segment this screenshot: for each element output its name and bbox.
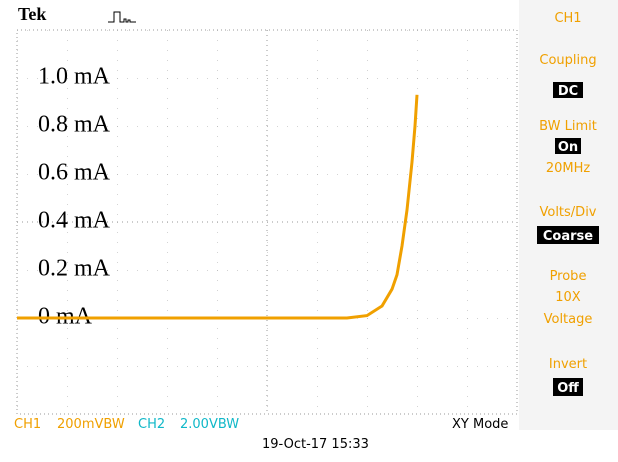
menu-label: BW Limit [539,119,597,134]
datetime: 19-Oct-17 15:33 [262,437,369,452]
y-tick-label: 0.6 mA [38,160,111,186]
ch2-label: CH2 [138,417,165,432]
mode: XY Mode [452,417,508,432]
menu-label: Invert [549,357,587,372]
menu-value: Voltage [544,312,593,327]
menu-label: Coupling [539,53,596,68]
y-tick-label: 0.4 mA [38,208,111,234]
menu-value: On [558,140,578,155]
ch1-label: CH1 [14,417,41,432]
menu-channel: CH1 [554,11,581,26]
menu-value: Off [557,381,579,396]
trigger-icon [108,12,136,22]
menu-label: Volts/Div [539,205,596,220]
menu-value: 20MHz [546,161,591,176]
ch2-scale: 2.00VBW [180,417,239,432]
y-tick-label: 0.2 mA [38,256,111,282]
menu-value: DC [558,84,578,99]
scope-screen: Tek CH1 Coupling DC BW Limit On 20MHz Vo… [0,0,618,462]
y-tick-label: 1.0 mA [38,64,111,90]
y-tick-label: 0.8 mA [38,112,111,138]
menu-value: Coarse [543,229,593,244]
brand: Tek [18,4,46,24]
ch1-scale: 200mVBW [57,417,125,432]
menu-value: 10X [555,290,581,305]
menu-label: Probe [550,269,587,284]
